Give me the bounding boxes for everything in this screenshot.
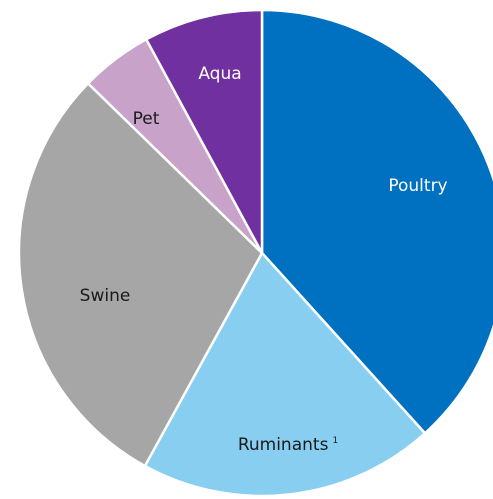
pie-labels: Poultry Ruminants 1 Swine Pet Aqua [80,64,448,455]
slice-label-ruminants: Ruminants 1 [238,435,338,455]
slice-ruminants [143,251,427,498]
slice-label-poultry: Poultry [388,176,447,196]
slice-swine [17,82,264,468]
slice-label-pet: Pet [133,109,160,129]
slice-label-aqua: Aqua [198,64,241,84]
slice-aqua [145,8,264,255]
slice-poultry [260,8,493,435]
slice-label-swine: Swine [80,286,131,306]
footnote-marker: 1 [332,436,338,446]
pie-slices [17,8,493,498]
